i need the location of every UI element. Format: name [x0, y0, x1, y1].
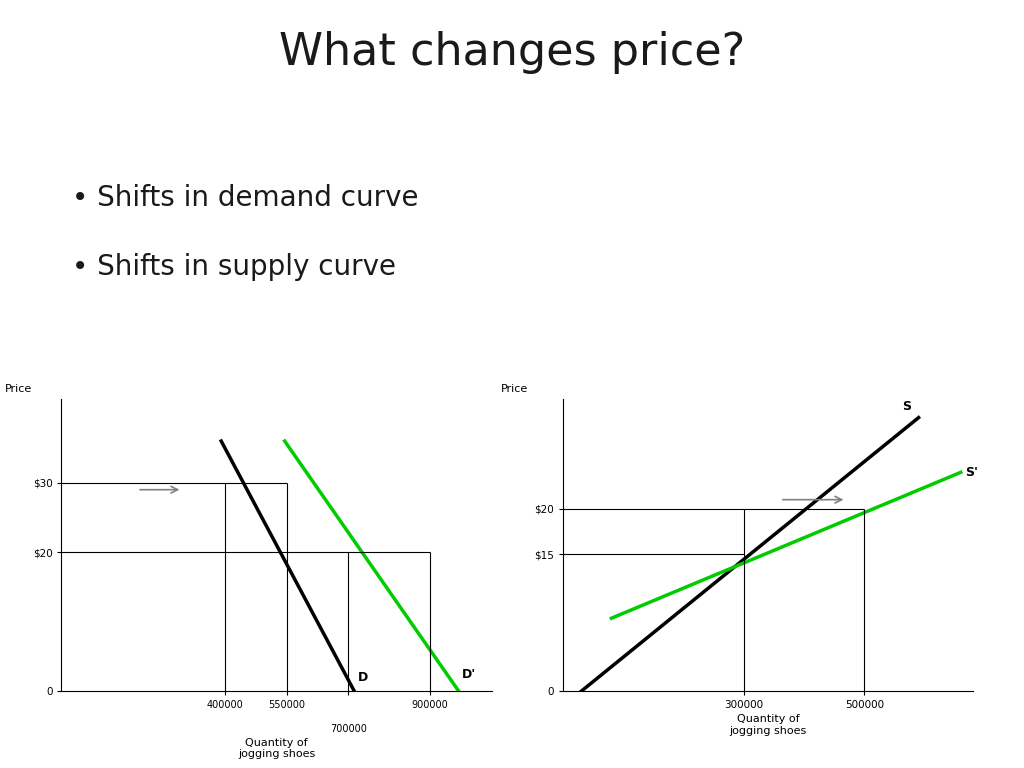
- Text: S: S: [902, 400, 911, 413]
- Text: S': S': [966, 466, 979, 478]
- Text: What changes price?: What changes price?: [279, 31, 745, 74]
- Y-axis label: Price: Price: [501, 383, 527, 393]
- Y-axis label: Price: Price: [5, 383, 32, 393]
- Text: D: D: [357, 671, 368, 684]
- Text: • Shifts in demand curve: • Shifts in demand curve: [72, 184, 418, 212]
- X-axis label: Quantity of
jogging shoes: Quantity of jogging shoes: [729, 714, 807, 736]
- X-axis label: Quantity of
jogging shoes: Quantity of jogging shoes: [238, 738, 315, 760]
- Text: • Shifts in supply curve: • Shifts in supply curve: [72, 253, 395, 281]
- Text: D': D': [462, 668, 476, 680]
